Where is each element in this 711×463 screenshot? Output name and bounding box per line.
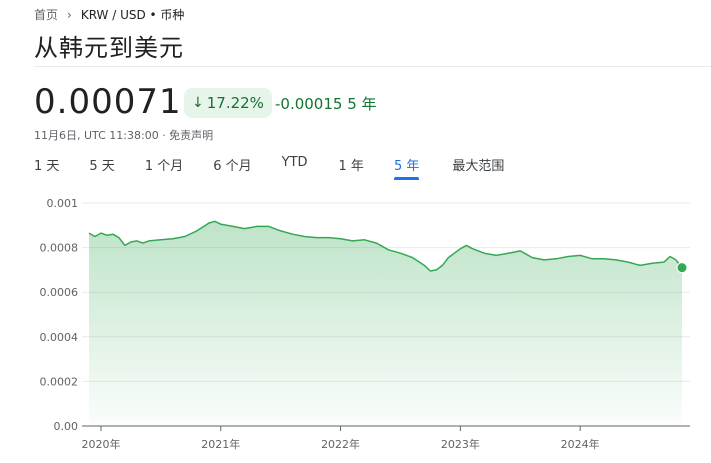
- x-tick-label: 2022年: [321, 437, 360, 451]
- page-title: 从韩元到美元: [34, 34, 184, 62]
- y-tick-label: 0.0004: [40, 331, 79, 344]
- series-line: [88, 220, 683, 272]
- range-tabs: 1 天 5 天 1 个月 6 个月 YTD 1 年 5 年 最大范围: [34, 153, 504, 180]
- breadcrumb: 首页 › KRW / USD • 币种: [34, 6, 184, 23]
- tab-max[interactable]: 最大范围: [452, 159, 505, 174]
- change-absolute-value: -0.00015: [275, 95, 343, 113]
- header-divider: [34, 66, 711, 67]
- tab-1m[interactable]: 1 个月: [144, 159, 184, 174]
- change-percent-badge: ↓ 17.22%: [184, 88, 272, 118]
- x-tick-label: 2023年: [441, 437, 480, 451]
- x-tick-label: 2020年: [81, 437, 120, 451]
- tab-5d[interactable]: 5 天: [89, 159, 115, 174]
- current-price: 0.00071: [34, 82, 182, 122]
- tab-1d[interactable]: 1 天: [34, 159, 60, 174]
- y-tick-label: 0.001: [47, 197, 79, 210]
- chevron-right-icon: ›: [67, 7, 72, 22]
- x-tick-label: 2021年: [201, 437, 240, 451]
- tab-5y[interactable]: 5 年: [393, 153, 420, 180]
- breadcrumb-home-link[interactable]: 首页: [34, 8, 59, 22]
- tab-1y[interactable]: 1 年: [338, 159, 364, 174]
- timestamp-disclaimer[interactable]: 11月6日, UTC 11:38:00 · 免责声明: [34, 129, 214, 142]
- change-absolute: -0.00015 5 年: [275, 93, 377, 114]
- tab-ytd[interactable]: YTD: [281, 155, 308, 170]
- arrow-down-icon: ↓: [192, 95, 204, 111]
- y-tick-label: 0.0006: [40, 286, 79, 299]
- y-tick-label: 0.0008: [40, 242, 79, 255]
- x-tick-label: 2024年: [561, 437, 600, 451]
- change-period: 5 年: [347, 95, 377, 113]
- series-area: [89, 221, 682, 426]
- tab-6m[interactable]: 6 个月: [213, 159, 252, 174]
- change-percent-value: 17.22%: [206, 94, 264, 112]
- y-tick-label: 0.0002: [40, 375, 79, 388]
- last-point-marker: [676, 262, 688, 274]
- y-tick-label: 0.00: [54, 420, 79, 433]
- breadcrumb-current: KRW / USD • 币种: [80, 8, 185, 22]
